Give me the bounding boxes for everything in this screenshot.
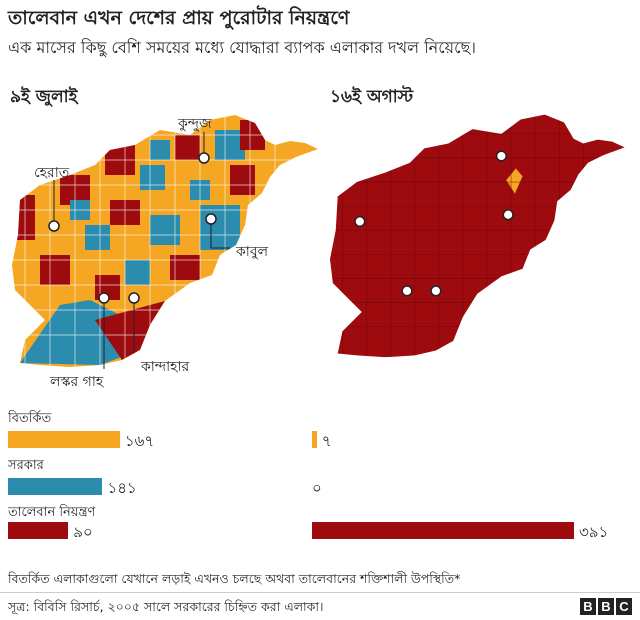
page-subtitle: এক মাসের কিছু বেশি সময়ের মধ্যে যোদ্ধারা… — [8, 38, 476, 57]
footnote: বিতর্কিত এলাকাগুলো যেখানে লড়াই এখনও চলছ… — [8, 571, 461, 586]
source-note: সূত্র: বিবিসি রিসার্চ, ২০০৫ সালে সরকারের… — [8, 599, 324, 614]
date-label-august: ১৬ই অগাস্ট — [330, 87, 414, 107]
city-marker-lashkar-gah-aug — [401, 285, 413, 297]
map-august — [329, 114, 625, 358]
legend-label-taliban: তালেবান নিয়ন্ত্রণ — [8, 505, 96, 520]
page-title: তালেবান এখন দেশের প্রায় পুরোটার নিয়ন্ত… — [8, 7, 350, 29]
city-label-kunduz: কুন্দুজ — [178, 116, 212, 132]
date-label-july: ৯ই জুলাই — [10, 87, 78, 107]
bar-july-2 — [8, 522, 69, 539]
bar-value-july-1: ১৪১ — [107, 479, 137, 497]
bar-value-august-1: ০ — [312, 479, 322, 497]
legend-label-contested: বিতর্কিত — [8, 411, 52, 426]
city-marker-kandahar-aug — [430, 285, 442, 297]
city-marker-kunduz — [198, 152, 210, 164]
city-label-kabul: কাবুল — [236, 244, 269, 260]
bar-value-august-2: ৩৯১ — [578, 523, 609, 541]
bar-august-0 — [312, 431, 317, 448]
city-marker-kandahar — [128, 292, 140, 304]
divider — [0, 592, 640, 593]
bar-value-july-0: ১৬৭ — [124, 432, 155, 450]
city-marker-lashkar-gah — [98, 292, 110, 304]
bar-july-0 — [8, 431, 120, 448]
city-label-kandahar: কান্দাহার — [141, 359, 190, 375]
city-marker-herat-aug — [354, 215, 366, 228]
bar-july-1 — [8, 478, 103, 495]
map-july — [12, 115, 318, 369]
city-label-herat: হেরাত — [34, 165, 70, 181]
city-marker-kabul-aug — [502, 209, 514, 221]
bar-value-august-0: ৭ — [321, 432, 332, 450]
city-label-lashkar-gah: লস্কর গাহ — [50, 374, 104, 390]
bar-august-2 — [312, 522, 574, 539]
city-marker-kunduz-aug — [495, 150, 507, 162]
city-marker-herat — [48, 220, 60, 232]
city-marker-kabul — [205, 213, 217, 225]
legend-label-government: সরকার — [8, 458, 44, 473]
bar-value-july-2: ৯০ — [73, 523, 93, 541]
